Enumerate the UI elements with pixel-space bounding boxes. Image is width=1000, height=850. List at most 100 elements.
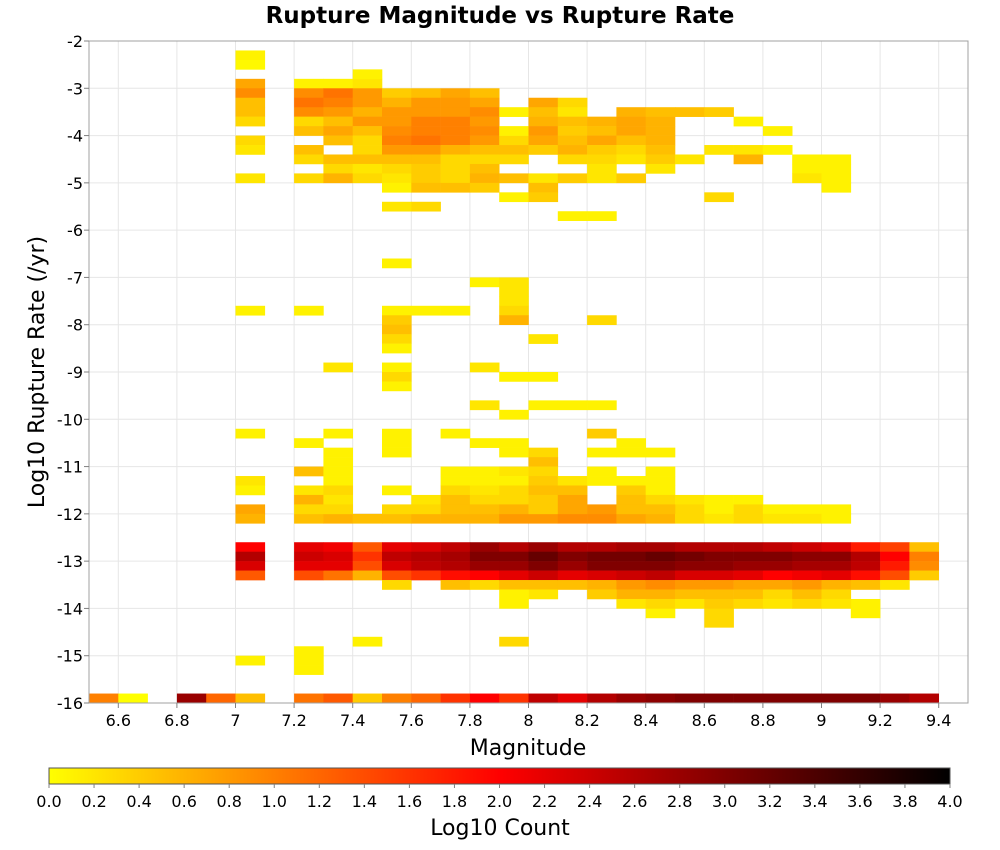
heatmap-cell (557, 126, 588, 136)
heatmap-cell (792, 561, 822, 571)
heatmap-cell (294, 561, 324, 571)
heatmap-cell (528, 372, 559, 382)
heatmap-cell (499, 447, 529, 458)
heatmap-cell (616, 126, 646, 136)
heatmap-cell (528, 513, 559, 524)
heatmap-cell (440, 513, 471, 524)
heatmap-cell (89, 693, 119, 704)
heatmap-cell (411, 561, 441, 571)
heatmap-cell (733, 693, 764, 704)
heatmap-cell (294, 646, 324, 657)
heatmap-cell (616, 173, 646, 184)
heatmap-cell (323, 107, 353, 117)
heatmap-cell (587, 466, 617, 477)
heatmap-cell (440, 154, 471, 165)
heatmap-cell (499, 561, 529, 571)
heatmap-cell (587, 400, 617, 411)
colorbar-label: Log10 Count (430, 816, 570, 841)
heatmap-cell (469, 277, 500, 288)
heatmap-cell (675, 598, 705, 609)
heatmap-cell (587, 135, 617, 146)
heatmap-cell (382, 97, 412, 108)
heatmap-cell (235, 655, 266, 666)
heatmap-cell (382, 362, 412, 373)
heatmap-cell (235, 135, 266, 146)
heatmap-cell (616, 542, 646, 552)
heatmap-cell (557, 485, 588, 496)
heatmap-cell (235, 78, 266, 89)
heatmap-cell (528, 693, 559, 704)
heatmap-cell (675, 570, 705, 581)
heatmap-cell (557, 570, 588, 581)
heatmap-cell (352, 69, 383, 80)
heatmap-cell (499, 277, 529, 288)
heatmap-cell (499, 315, 529, 326)
heatmap-cell (411, 305, 441, 316)
heatmap-cell (294, 570, 324, 581)
heatmap-cell (645, 154, 676, 165)
heatmap-cell (469, 570, 500, 581)
x-tick-label: 6.8 (164, 711, 189, 730)
heatmap-cell (382, 88, 412, 99)
heatmap-cell (499, 126, 529, 136)
heatmap-cell (440, 485, 471, 496)
heatmap-cell (235, 145, 266, 155)
heatmap-cell (762, 570, 793, 581)
heatmap-cell (323, 135, 353, 146)
x-tick-label: 9.2 (867, 711, 892, 730)
colorbar-tick-label: 1.6 (397, 792, 422, 811)
heatmap-cell (469, 466, 500, 477)
heatmap-cell (382, 551, 412, 562)
heatmap-cell (733, 504, 764, 515)
x-tick-label: 8 (523, 711, 533, 730)
heatmap-cell (352, 693, 383, 704)
heatmap-cell (880, 561, 910, 571)
heatmap-cell (352, 173, 383, 184)
heatmap-cell (323, 494, 353, 505)
heatmap-cell (411, 201, 441, 212)
heatmap-cell (440, 145, 471, 155)
heatmap-cell (704, 145, 734, 155)
heatmap-cell (411, 163, 441, 174)
heatmap-cell (557, 693, 588, 704)
heatmap-cell (587, 428, 617, 439)
heatmap-cell (704, 504, 734, 515)
y-axis-label: Log10 Rupture Rate (/yr) (25, 236, 50, 508)
y-tick-label: -11 (57, 458, 83, 477)
heatmap-cell (294, 438, 324, 448)
heatmap-cell (382, 570, 412, 581)
heatmap-cell (499, 145, 529, 155)
heatmap-cell (645, 504, 676, 515)
heatmap-cell (382, 580, 412, 590)
heatmap-cell (528, 173, 559, 184)
heatmap-cell (323, 542, 353, 552)
heatmap-cell (557, 580, 588, 590)
heatmap-cell (352, 154, 383, 165)
heatmap-cell (352, 78, 383, 89)
heatmap-cell (382, 485, 412, 496)
heatmap-cell (382, 438, 412, 448)
colorbar-tick-label: 3.2 (757, 792, 782, 811)
heatmap-cell (499, 372, 529, 382)
y-tick-label: -12 (57, 505, 83, 524)
heatmap-cell (411, 182, 441, 193)
heatmap-cell (880, 580, 910, 590)
colorbar-tick-label: 0.6 (171, 792, 196, 811)
heatmap-cell (645, 580, 676, 590)
heatmap-cell (352, 116, 383, 127)
colorbar-tick-label: 3.0 (712, 792, 737, 811)
heatmap-cell (557, 494, 588, 505)
heatmap-cell (440, 428, 471, 439)
heatmap-cell (323, 78, 353, 89)
heatmap-cell (499, 296, 529, 307)
heatmap-cell (294, 88, 324, 99)
heatmap-cell (587, 551, 617, 562)
heatmap-cell (792, 513, 822, 524)
heatmap-cell (821, 561, 852, 571)
heatmap-cell (382, 693, 412, 704)
heatmap-cell (587, 145, 617, 155)
y-tick-label: -5 (67, 174, 83, 193)
heatmap-cell (528, 494, 559, 505)
heatmap-cell (792, 570, 822, 581)
heatmap-cell (645, 447, 676, 458)
